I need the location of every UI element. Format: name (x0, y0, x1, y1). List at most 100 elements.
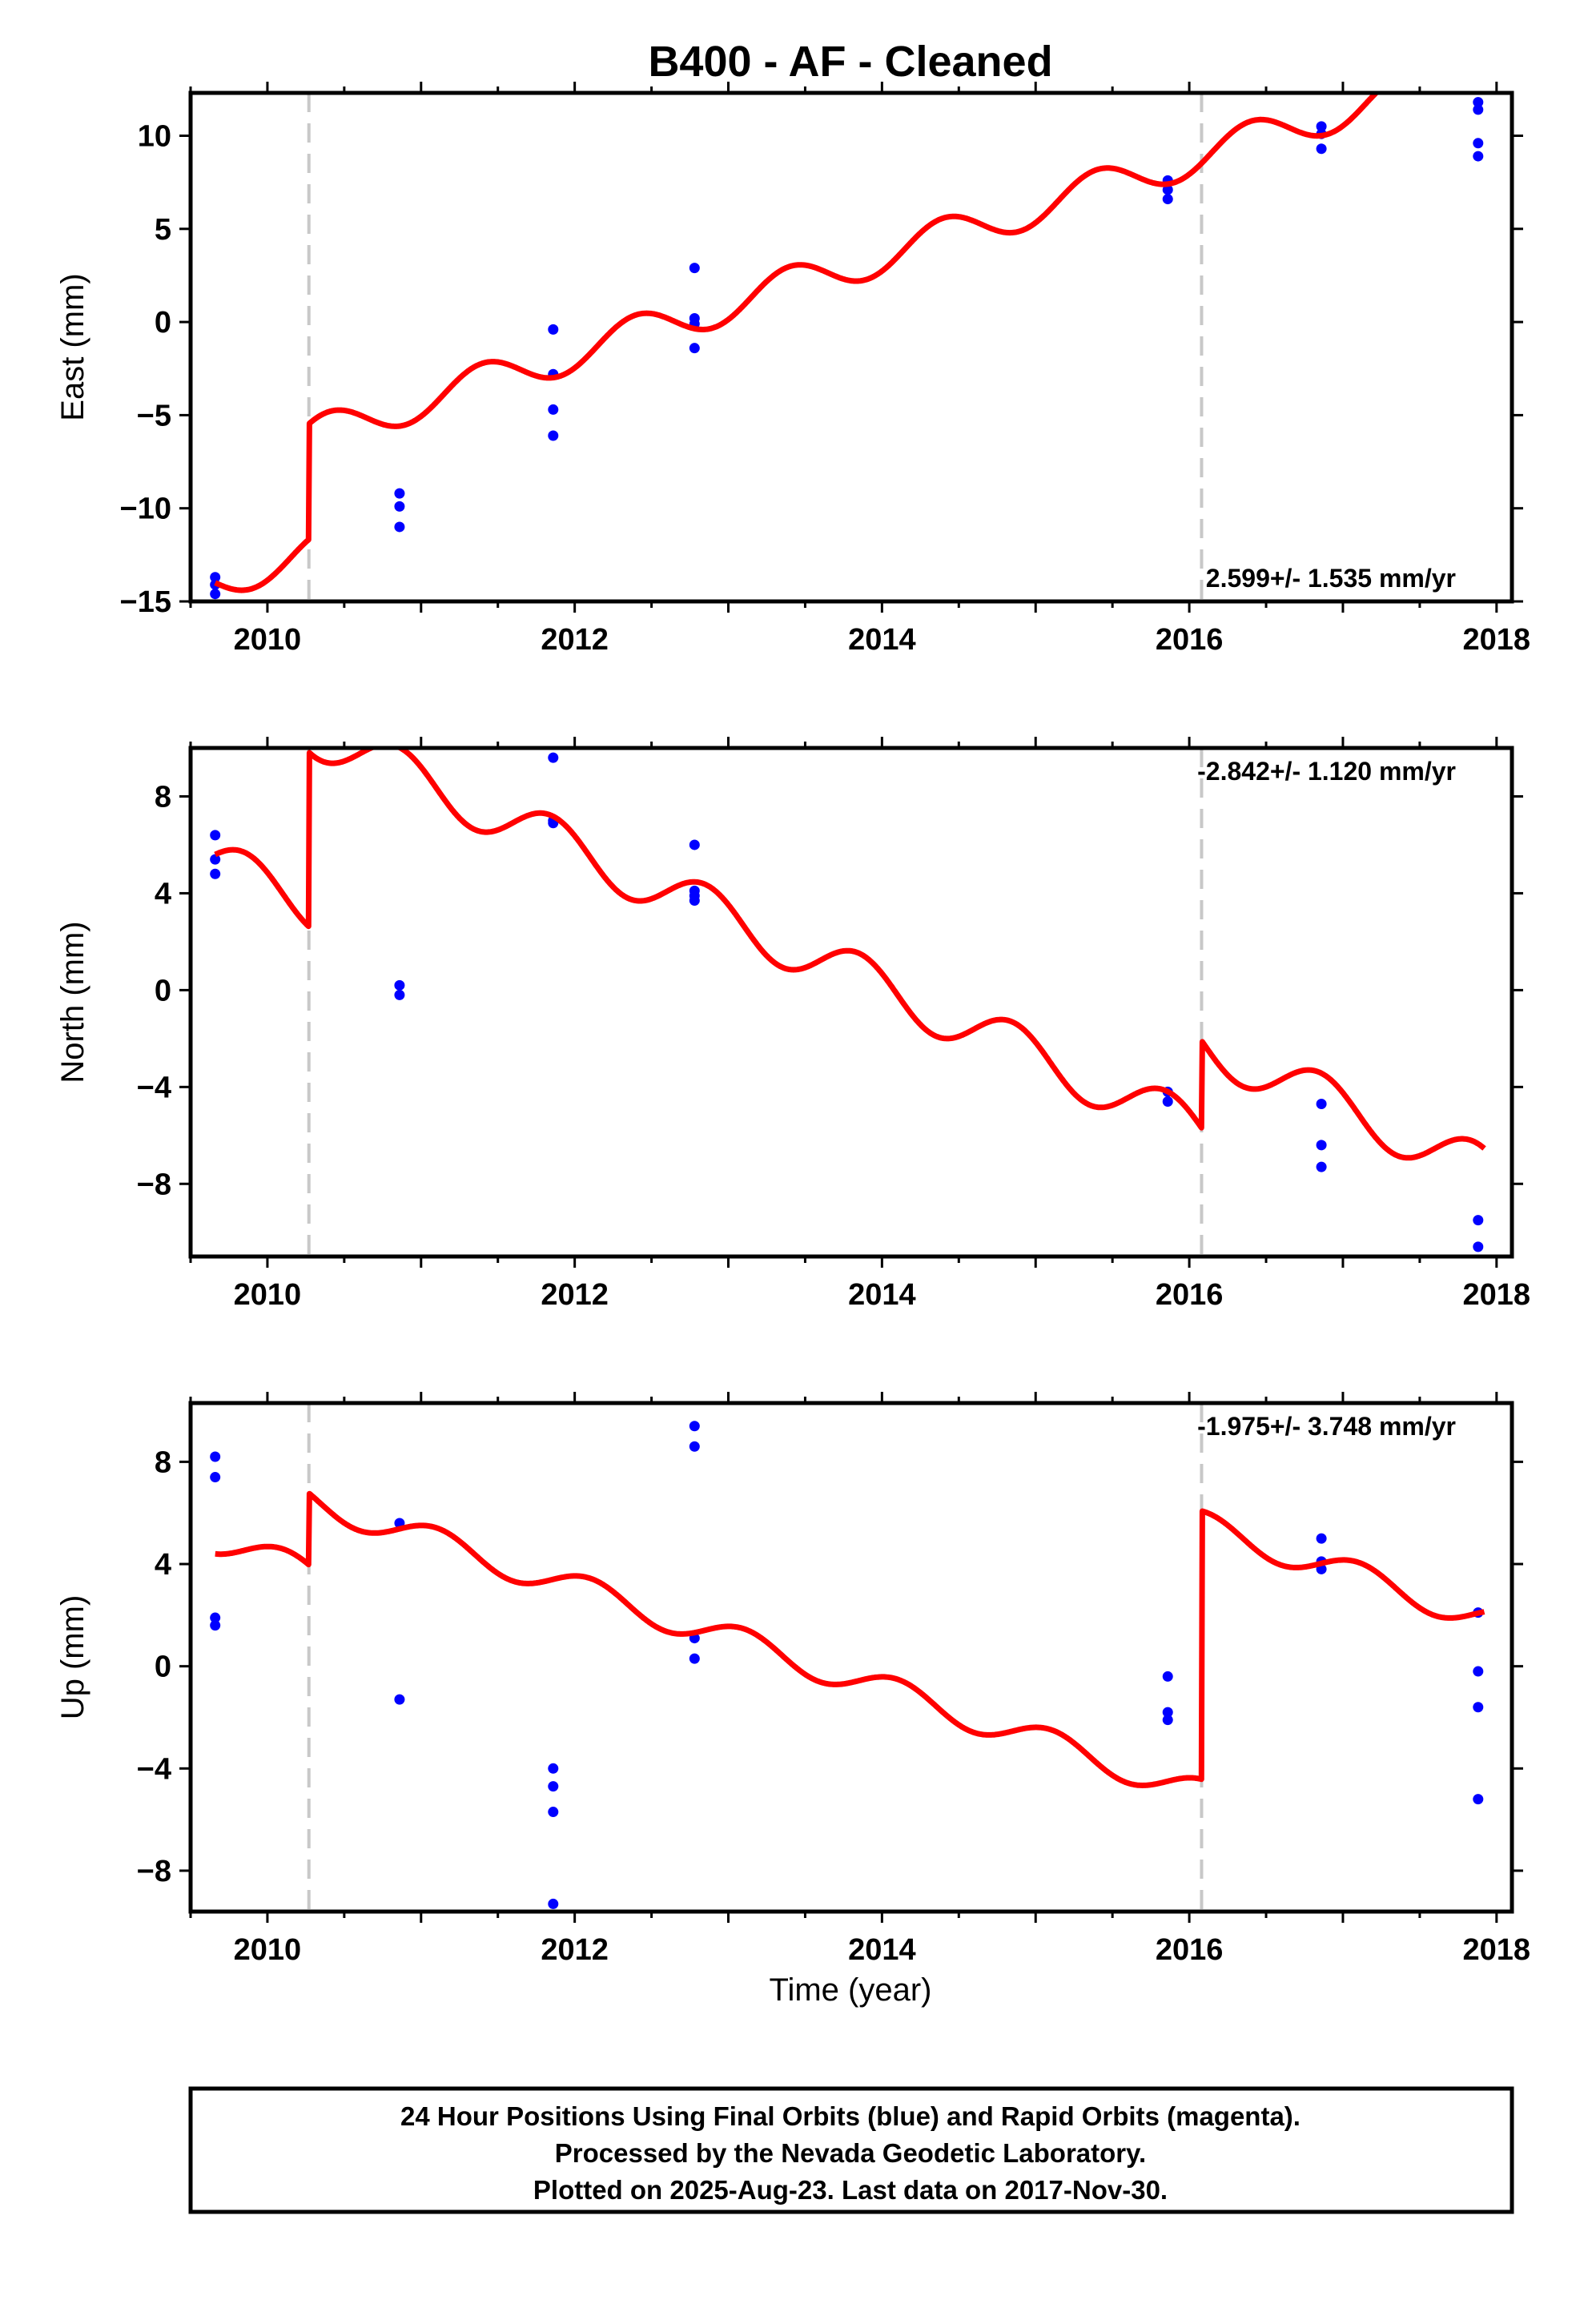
north-point-11 (689, 895, 700, 906)
north-x-tick-label: 2012 (541, 1278, 609, 1312)
up-y-tick-label: −4 (137, 1752, 171, 1786)
north-point-8 (689, 839, 700, 850)
east-y-tick-label: 0 (155, 306, 171, 340)
north-model-line (213, 748, 1486, 1161)
east-x-tick-label: 2018 (1463, 623, 1531, 657)
east-point-16 (1162, 194, 1173, 205)
north-point-1 (210, 854, 221, 865)
east-point-15 (1162, 184, 1173, 195)
east-y-axis-label: East (mm) (55, 273, 90, 420)
east-model-line (213, 93, 1381, 593)
north-point-5 (548, 752, 559, 763)
east-point-5 (394, 521, 405, 533)
north-point-2 (210, 868, 221, 879)
north-point-3 (394, 979, 405, 991)
east-point-17 (1316, 121, 1327, 132)
north-point-4 (394, 989, 405, 1000)
east-x-tick-label: 2014 (848, 623, 916, 657)
up-y-tick-label: −8 (137, 1855, 171, 1888)
up-x-tick-label: 2018 (1463, 1933, 1531, 1967)
up-panel: 2010 2012 2014 2016 2018 −8 −4 0 4 8 Up (mm) -1.975… (55, 1392, 1530, 1967)
east-y-tick-label: −15 (120, 585, 171, 619)
east-plot-frame (188, 90, 1514, 604)
up-point-8 (548, 1807, 559, 1818)
up-point-14 (1162, 1671, 1173, 1682)
north-y-tick-label: −8 (137, 1168, 171, 1201)
east-point-4 (394, 501, 405, 512)
up-point-22 (1473, 1702, 1484, 1713)
east-point-19 (1316, 143, 1327, 155)
east-panel: 2010 2012 2014 2016 2018 −15 −10 −5 0 5 10 East (mm… (55, 82, 1531, 657)
north-plot-frame (188, 746, 1514, 1259)
up-model-line (213, 1490, 1486, 1788)
east-point-22 (1473, 138, 1484, 149)
up-point-7 (548, 1781, 559, 1792)
east-point-20 (1473, 97, 1484, 108)
up-point-21 (1473, 1666, 1484, 1677)
east-points (210, 97, 1484, 600)
east-point-10 (689, 263, 700, 274)
up-point-5 (394, 1694, 405, 1705)
up-point-16 (1162, 1715, 1173, 1726)
east-x-tick-label: 2016 (1156, 623, 1224, 657)
north-y-axis-label: North (mm) (55, 921, 90, 1083)
east-point-0 (210, 572, 221, 583)
east-y-tick-label: 5 (155, 213, 171, 247)
up-points (210, 1421, 1484, 1909)
north-point-16 (1316, 1161, 1327, 1172)
up-point-2 (210, 1612, 221, 1623)
north-y-tick-label: 0 (155, 974, 171, 1007)
footer-line-2: Processed by the Nevada Geodetic Laborat… (555, 2138, 1146, 2168)
north-point-14 (1316, 1099, 1327, 1109)
north-panel: 2010 2012 2014 2016 2018 −8 −4 0 4 8 North (mm) -2.… (55, 737, 1530, 1312)
footer-line-3: Plotted on 2025-Aug-23. Last data on 201… (533, 2175, 1168, 2205)
footer-frame (188, 2086, 1514, 2214)
east-point-23 (1473, 151, 1484, 162)
east-y-tick-label: −10 (120, 493, 171, 526)
up-point-0 (210, 1451, 221, 1462)
north-point-17 (1473, 1215, 1484, 1226)
up-x-tick-label: 2016 (1156, 1933, 1224, 1967)
east-point-2 (210, 589, 221, 600)
chart-title: B400 - AF - Cleaned (648, 38, 1052, 86)
up-point-15 (1162, 1707, 1173, 1718)
north-rate-label: -2.842+/- 1.120 mm/yr (1197, 757, 1456, 786)
up-y-axis-label: Up (mm) (55, 1595, 90, 1720)
up-point-13 (689, 1653, 700, 1664)
north-point-18 (1473, 1241, 1484, 1252)
up-x-tick-label: 2012 (541, 1933, 609, 1967)
north-point-13 (1162, 1096, 1173, 1107)
north-point-15 (1316, 1140, 1327, 1151)
x-axis-label: Time (year) (770, 1972, 932, 2008)
up-point-11 (689, 1441, 700, 1452)
east-point-13 (689, 343, 700, 354)
up-plot-frame (188, 1401, 1514, 1914)
panels: 2010 2012 2014 2016 2018 −15 −10 −5 0 5 10 East (mm… (55, 82, 1531, 1967)
up-y-tick-label: 8 (155, 1445, 171, 1479)
east-point-3 (394, 488, 405, 499)
east-point-21 (1473, 104, 1484, 115)
east-point-9 (548, 430, 559, 441)
up-y-tick-label: 4 (155, 1548, 171, 1582)
up-x-tick-label: 2014 (848, 1933, 916, 1967)
east-point-8 (548, 404, 559, 415)
up-point-17 (1316, 1533, 1327, 1544)
up-point-9 (548, 1898, 559, 1909)
east-rate-label: 2.599+/- 1.535 mm/yr (1206, 564, 1456, 593)
east-y-tick-label: −5 (137, 399, 171, 432)
east-x-tick-label: 2012 (541, 623, 609, 657)
up-point-23 (1473, 1794, 1484, 1805)
up-x-tick-label: 2010 (234, 1933, 302, 1967)
north-y-tick-label: 8 (155, 780, 171, 814)
up-point-3 (210, 1620, 221, 1631)
east-y-tick-label: 10 (138, 119, 171, 153)
footer-line-1: 24 Hour Positions Using Final Orbits (bl… (400, 2101, 1301, 2131)
north-x-tick-label: 2010 (234, 1278, 302, 1312)
footer-box: 24 Hour Positions Using Final Orbits (bl… (188, 2086, 1514, 2214)
north-y-tick-label: −4 (137, 1071, 171, 1104)
east-point-6 (548, 324, 559, 335)
up-point-10 (689, 1421, 700, 1432)
east-x-tick-label: 2010 (234, 623, 302, 657)
north-x-tick-label: 2014 (848, 1278, 916, 1312)
